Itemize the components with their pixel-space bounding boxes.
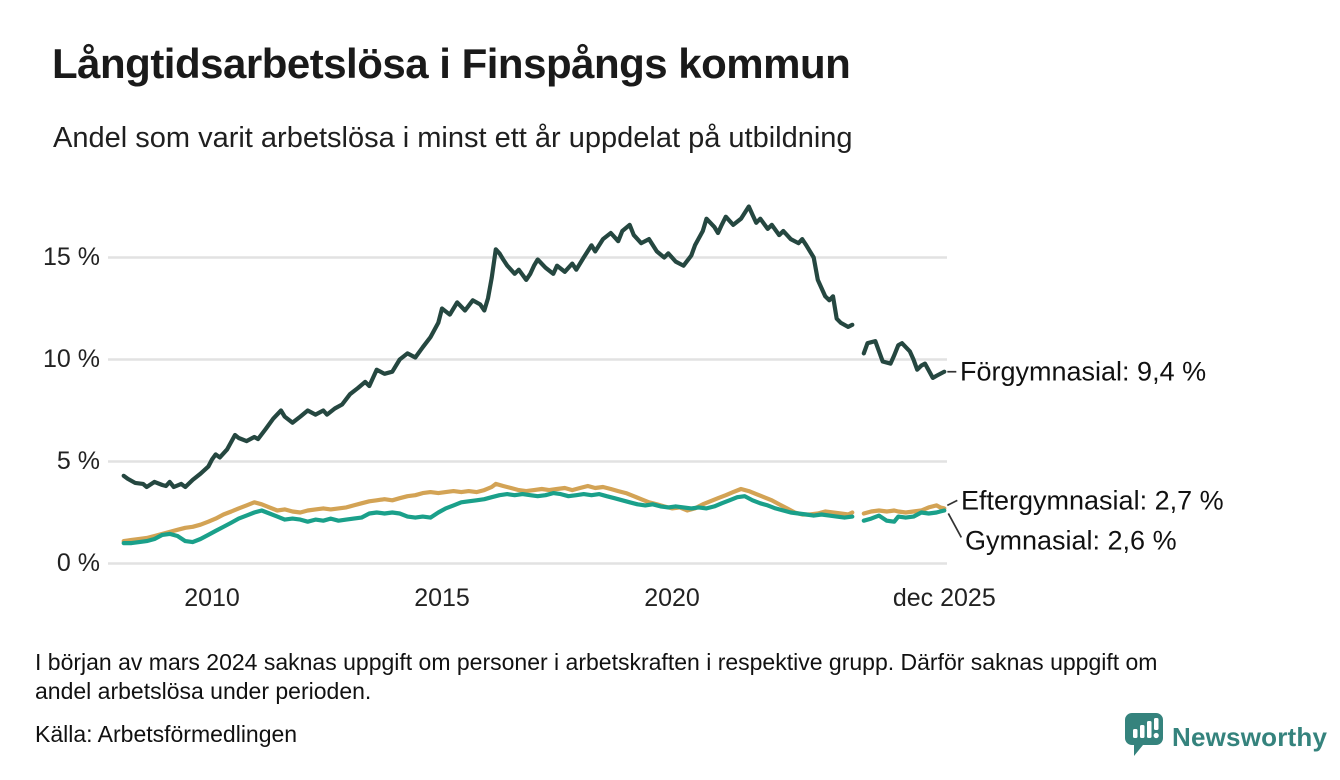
- speech-bubble-bar-chart-icon: [1125, 713, 1163, 756]
- brand-name: Newsworthy: [1172, 722, 1328, 752]
- x-axis-tick-label: 2020: [644, 584, 700, 612]
- series-line-förgymnasial: [861, 339, 947, 380]
- series-end-label-eftergymnasial: Eftergymnasial: 2,7 %: [961, 485, 1224, 516]
- chart-subtitle: Andel som varit arbetslösa i minst ett å…: [53, 122, 853, 154]
- x-axis-tick-label: 2010: [184, 584, 240, 612]
- y-axis-tick-label: 0 %: [56, 548, 100, 577]
- series-end-label-förgymnasial: Förgymnasial: 9,4 %: [960, 356, 1207, 387]
- x-axis-tick-label: 2015: [414, 584, 470, 612]
- brand-logo: Newsworthy: [1124, 712, 1327, 758]
- x-axis-tick-label: dec 2025: [892, 584, 996, 612]
- source-label: Källa: Arbetsförmedlingen: [35, 721, 298, 747]
- chart-footnote: I början av mars 2024 saknas uppgift om …: [35, 648, 1157, 706]
- series-end-label-gymnasial: Gymnasial: 2,6 %: [965, 525, 1177, 556]
- footnote-line-2: andel arbetslösa under perioden.: [35, 678, 372, 704]
- series-line-eftergymnasial: [861, 503, 947, 516]
- y-axis-tick-label: 10 %: [43, 344, 100, 373]
- footnote-line-1: I början av mars 2024 saknas uppgift om …: [35, 649, 1158, 675]
- y-axis-tick-label: 15 %: [43, 242, 100, 271]
- label-connector: [947, 513, 963, 538]
- series-line-eftergymnasial: [121, 481, 855, 544]
- series-line-gymnasial: [121, 491, 855, 546]
- y-axis-tick-label: 5 %: [56, 446, 100, 475]
- chart-title: Långtidsarbetslösa i Finspångs kommun: [52, 40, 851, 87]
- series-line-förgymnasial: [121, 204, 855, 490]
- label-connector: [946, 499, 958, 507]
- series-line-gymnasial: [861, 508, 947, 524]
